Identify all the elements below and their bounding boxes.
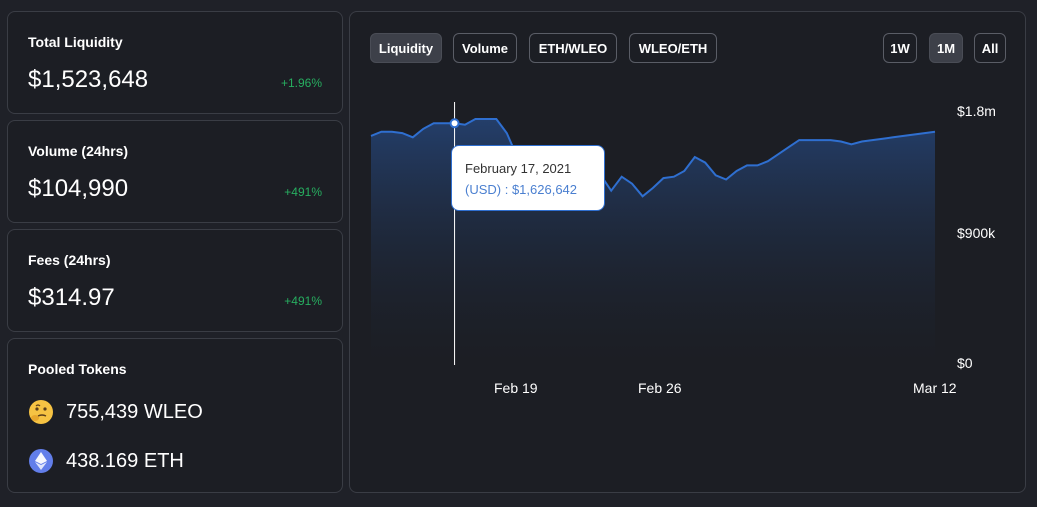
tab-eth-wleo[interactable]: ETH/WLEO <box>529 33 617 63</box>
y-tick-label: $900k <box>957 225 996 241</box>
fees-value: $314.97 <box>28 284 115 311</box>
x-tick-label: Feb 26 <box>638 380 682 396</box>
total-liquidity-card: Total Liquidity $1,523,648 +1.96% <box>7 11 343 114</box>
y-tick-label: $0 <box>957 355 973 371</box>
x-tick-label: Feb 19 <box>494 380 538 396</box>
tooltip-value: (USD) : $1,626,642 <box>465 182 578 197</box>
total-liquidity-change: +1.96% <box>280 76 322 90</box>
wleo-amount: 755,439 WLEO <box>66 400 203 423</box>
x-tick-label: Mar 12 <box>913 380 957 396</box>
hover-point <box>449 118 460 129</box>
liquidity-line <box>370 118 936 198</box>
range-all-button[interactable]: All <box>974 33 1006 63</box>
volume-card: Volume (24hrs) $104,990 +491% <box>7 120 343 223</box>
chart-card: Liquidity Volume ETH/WLEO WLEO/ETH 1W 1M… <box>349 11 1026 493</box>
pooled-tokens-card: Pooled Tokens 755,439 WLEO 438.169 ETH <box>7 338 343 493</box>
y-tick-label: $1.8m <box>957 103 996 119</box>
volume-title: Volume (24hrs) <box>28 143 129 159</box>
tab-liquidity[interactable]: Liquidity <box>370 33 442 63</box>
eth-amount: 438.169 ETH <box>66 449 184 472</box>
fees-card: Fees (24hrs) $314.97 +491% <box>7 229 343 332</box>
volume-change: +491% <box>284 185 322 199</box>
range-1m-button[interactable]: 1M <box>929 33 963 63</box>
token-row-wleo: 755,439 WLEO <box>28 399 203 425</box>
total-liquidity-title: Total Liquidity <box>28 34 123 50</box>
fees-title: Fees (24hrs) <box>28 252 111 268</box>
fees-change: +491% <box>284 294 322 308</box>
tab-wleo-eth[interactable]: WLEO/ETH <box>629 33 717 63</box>
total-liquidity-value: $1,523,648 <box>28 66 149 93</box>
ethereum-icon <box>28 448 54 474</box>
volume-value: $104,990 <box>28 175 129 202</box>
pooled-tokens-title: Pooled Tokens <box>28 361 127 377</box>
tab-volume[interactable]: Volume <box>453 33 517 63</box>
tooltip-date: February 17, 2021 <box>465 161 572 176</box>
range-1w-button[interactable]: 1W <box>883 33 917 63</box>
token-row-eth: 438.169 ETH <box>28 448 184 474</box>
chart-tooltip: February 17, 2021 (USD) : $1,626,642 <box>451 145 605 211</box>
liquidity-chart[interactable] <box>350 72 950 372</box>
thinking-face-icon <box>28 399 54 425</box>
